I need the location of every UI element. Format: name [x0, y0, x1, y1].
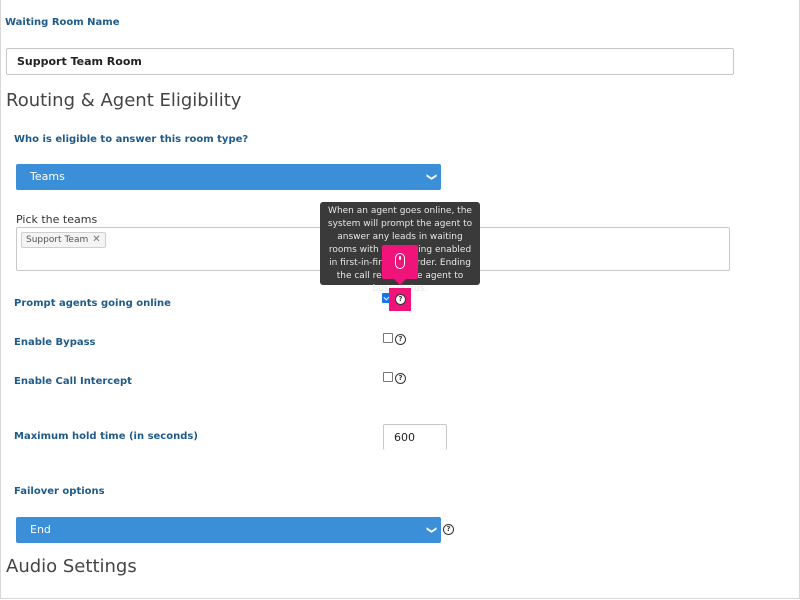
help-icon[interactable]: ? — [395, 334, 406, 345]
enable-bypass-label: Enable Bypass — [14, 337, 96, 348]
mouse-icon — [395, 253, 405, 269]
max-hold-input[interactable]: 600 — [383, 424, 447, 450]
chevron-down-icon: ❯ — [425, 525, 437, 535]
team-tag-label: Support Team — [26, 235, 89, 245]
eligible-select-value: Teams — [30, 170, 65, 183]
failover-label: Failover options — [14, 486, 105, 497]
enable-bypass-checkbox[interactable] — [383, 333, 393, 343]
eligible-label: Who is eligible to answer this room type… — [14, 134, 249, 145]
tag-remove-icon[interactable]: ✕ — [92, 234, 101, 245]
chevron-down-icon: ❯ — [425, 172, 437, 182]
routing-section-title: Routing & Agent Eligibility — [6, 90, 242, 111]
enable-call-intercept-label: Enable Call Intercept — [14, 376, 132, 387]
audio-section-title: Audio Settings — [6, 556, 137, 577]
prompt-agents-label: Prompt agents going online — [14, 298, 171, 309]
enable-call-intercept-checkbox[interactable] — [383, 372, 393, 382]
waiting-room-name-label: Waiting Room Name — [5, 17, 120, 28]
help-icon[interactable]: ? — [395, 373, 406, 384]
pick-teams-label: Pick the teams — [16, 213, 98, 226]
failover-select[interactable]: End ❯ — [16, 517, 441, 543]
failover-select-value: End — [30, 523, 51, 536]
mouse-cursor-icon — [382, 245, 418, 285]
eligible-select[interactable]: Teams ❯ — [16, 164, 441, 190]
team-tag: Support Team ✕ — [21, 232, 106, 248]
help-icon[interactable]: ? — [443, 524, 454, 535]
help-icon[interactable]: ? — [395, 294, 406, 305]
max-hold-label: Maximum hold time (in seconds) — [14, 431, 198, 442]
waiting-room-name-input[interactable]: Support Team Room — [6, 48, 734, 75]
